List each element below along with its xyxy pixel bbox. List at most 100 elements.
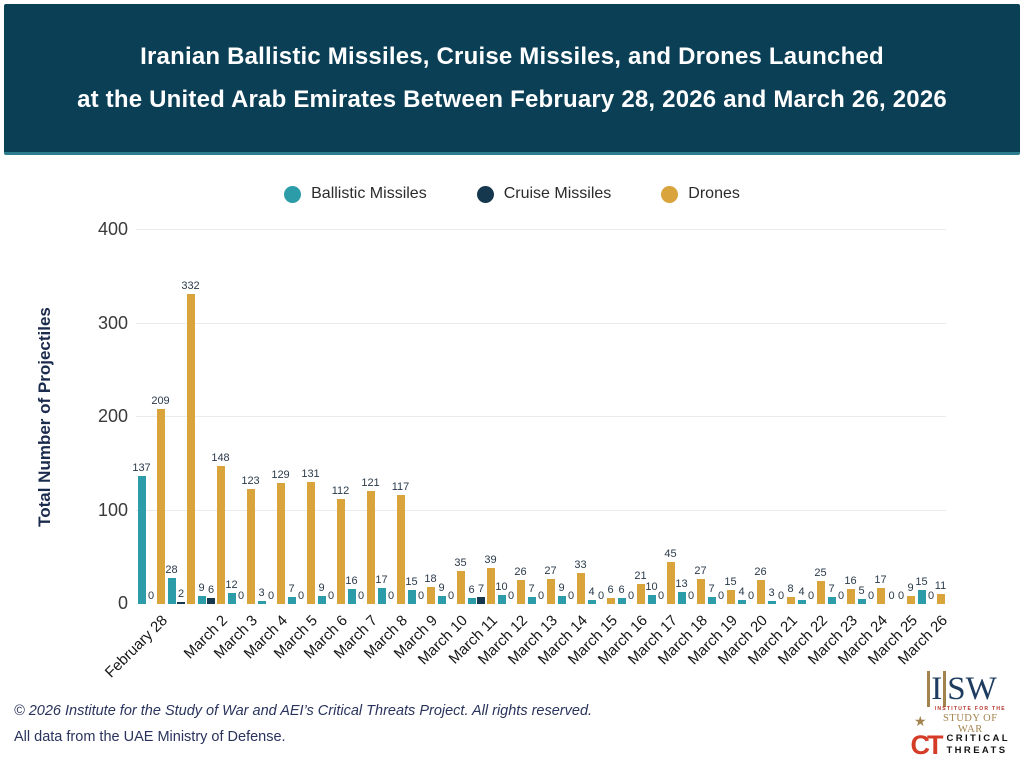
bar-column: 0	[717, 230, 725, 604]
bar-column: 0	[537, 230, 545, 604]
bar-ballistic-missiles	[257, 601, 266, 604]
bar-value-label: 33	[574, 559, 587, 572]
bar-value-label: 5	[858, 585, 865, 598]
y-tick-label: 200	[97, 406, 128, 426]
isw-letters-sw: SW	[947, 671, 997, 707]
bar-column: 25	[814, 230, 827, 604]
bar-column: 6	[606, 230, 615, 604]
bar-column: 4	[587, 230, 596, 604]
bar-ballistic-missiles	[617, 598, 626, 604]
bar-value-label: 0	[357, 590, 365, 602]
bar-value-label: 11	[934, 579, 947, 592]
bar-column: 16	[345, 230, 358, 604]
bar-value-label: 6	[618, 584, 625, 597]
gridline	[136, 416, 946, 417]
bar-drones	[306, 481, 315, 604]
bar-ballistic-missiles	[767, 601, 776, 604]
bar-value-label: 0	[447, 590, 455, 602]
bar-column: 12	[225, 230, 238, 604]
bar-drones	[846, 589, 855, 604]
bar-value-label: 332	[181, 279, 200, 292]
bar-column: 9	[906, 230, 915, 604]
bar-column: 18	[424, 230, 437, 604]
bar-column: 209	[151, 230, 170, 604]
bar-column: 0	[147, 230, 155, 604]
bar-ballistic-missiles	[227, 592, 236, 604]
bar-value-label: 18	[424, 573, 437, 586]
isw-letter-i: I	[927, 671, 947, 707]
bar-group: 137 0 209	[132, 230, 170, 604]
bar-group: 13 0 27	[675, 230, 707, 604]
ct-wordmark-line-2: THREATS	[946, 745, 1008, 757]
bar-value-label: 35	[454, 557, 467, 570]
bar-drones	[876, 588, 885, 604]
bar-cruise-missiles	[207, 598, 215, 604]
bar-column: 26	[514, 230, 527, 604]
bar-value-label: 0	[888, 590, 895, 602]
drones-swatch-icon	[661, 185, 679, 203]
bar-value-label: 0	[687, 590, 695, 602]
bar-column: 10	[495, 230, 508, 604]
bar-ballistic-missiles	[167, 577, 176, 604]
bar-column: 121	[361, 230, 380, 604]
bar-value-label: 2	[177, 588, 185, 601]
bar-drones	[156, 408, 165, 604]
y-tick-label: 100	[97, 499, 128, 520]
bar-column: 0	[567, 230, 575, 604]
bar-column: 27	[544, 230, 557, 604]
bar-column: 15	[724, 230, 737, 604]
bar-chart-plot-area: 137 0 209 28 2 332 9 6 148 12 0 123 3 0 129 7 0 131 9 0 112 1…	[132, 229, 947, 604]
bar-group: 12 0 123	[225, 230, 260, 604]
bar-value-label: 0	[597, 590, 605, 602]
bar-column: 0	[867, 230, 875, 604]
bar-drones	[666, 561, 675, 604]
bar-column: 0	[237, 230, 245, 604]
bar-value-label: 7	[828, 583, 835, 596]
isw-wordmark: I SW	[914, 671, 1010, 707]
bar-value-label: 4	[798, 586, 805, 599]
bar-value-label: 0	[237, 590, 245, 602]
bar-drones	[216, 465, 225, 604]
bar-column: 0	[597, 230, 605, 604]
bar-value-label: 7	[528, 583, 535, 596]
bar-value-label: 15	[915, 575, 928, 588]
y-tick-label: 400	[97, 219, 128, 239]
isw-logo: I SW ★ INSTITUTE FOR THE STUDY OF WAR	[914, 671, 1010, 736]
bar-value-label: 0	[387, 590, 395, 602]
bar-column: 9	[197, 230, 206, 604]
bar-value-label: 9	[318, 581, 325, 594]
legend-label: Cruise Missiles	[503, 185, 612, 202]
bar-column: 26	[754, 230, 767, 604]
bar-value-label: 45	[664, 547, 677, 560]
bar-value-label: 117	[391, 480, 410, 493]
legend-item-cruise-missiles: Cruise Missiles	[476, 185, 612, 203]
bar-group: 10 0 26	[495, 230, 527, 604]
bar-ballistic-missiles	[797, 600, 806, 604]
bar-drones	[486, 567, 495, 604]
bar-group: 9 0 112	[316, 230, 349, 604]
bar-drones	[636, 584, 645, 604]
bar-value-label: 12	[225, 578, 238, 591]
y-tick-label: 300	[97, 312, 128, 333]
bar-value-label: 0	[627, 590, 635, 602]
bar-column: 117	[392, 230, 409, 604]
bar-value-label: 8	[787, 582, 794, 595]
bar-value-label: 6	[468, 584, 475, 597]
bar-column: 45	[664, 230, 677, 604]
isw-caption: ★ INSTITUTE FOR THE STUDY OF WAR	[914, 706, 1010, 736]
bar-column: 3	[257, 230, 266, 604]
bar-column: 0	[927, 230, 935, 604]
bar-value-label: 0	[657, 590, 665, 602]
bar-column: 0	[657, 230, 665, 604]
chart-title-line-1: Iranian Ballistic Missiles, Cruise Missi…	[140, 42, 884, 70]
bar-value-label: 0	[507, 590, 515, 602]
bar-ballistic-missiles	[467, 598, 476, 604]
bar-drones	[606, 598, 615, 604]
bar-column: 6	[467, 230, 476, 604]
bar-value-label: 26	[514, 565, 527, 578]
bar-drones	[816, 580, 825, 604]
y-tick-label: 0	[117, 593, 128, 613]
bar-ballistic-missiles	[287, 597, 296, 604]
bar-column: 0	[687, 230, 695, 604]
